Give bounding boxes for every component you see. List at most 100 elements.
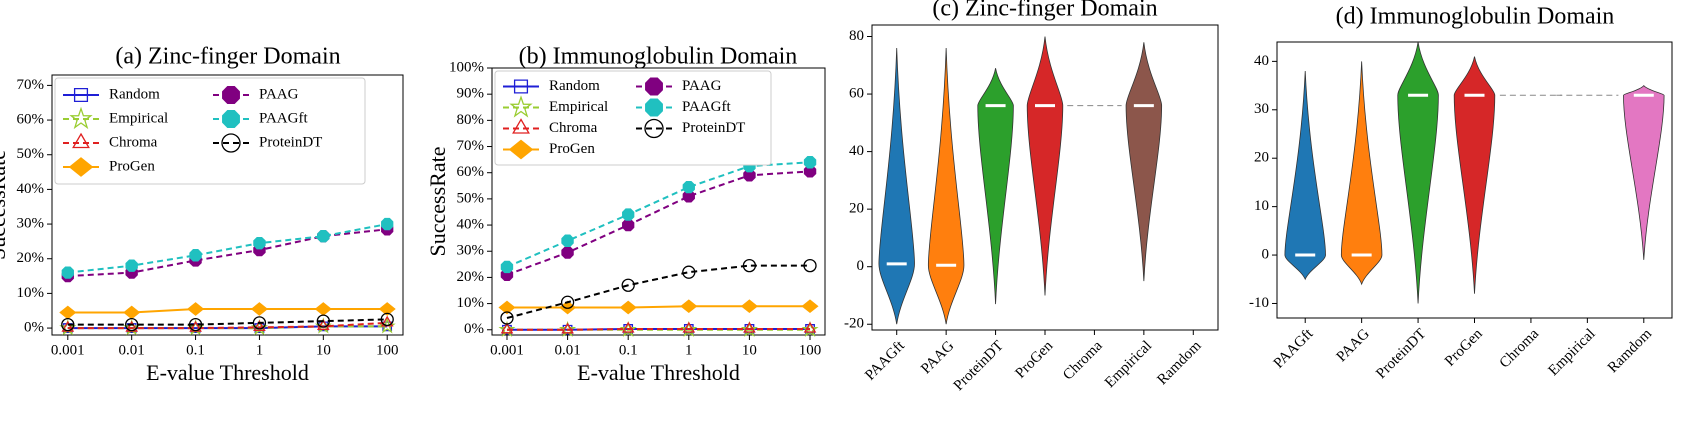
point xyxy=(561,246,574,259)
y-tick-label: 40 xyxy=(849,143,864,159)
legend-marker xyxy=(509,95,533,118)
legend-label: ProGen xyxy=(549,141,595,157)
y-tick-label: 20% xyxy=(17,250,45,266)
y-axis-label: SuccessRate xyxy=(425,147,450,257)
point xyxy=(622,208,635,221)
point xyxy=(743,169,756,182)
y-tick-label: 80% xyxy=(457,112,485,128)
legend-marker xyxy=(68,157,94,177)
series-line xyxy=(67,308,388,314)
legend-marker xyxy=(72,132,90,149)
x-tick-label: Ramdom xyxy=(1154,338,1204,388)
y-tick-label: 60% xyxy=(457,164,485,180)
y-tick-label: 70% xyxy=(17,77,45,93)
point xyxy=(500,322,514,334)
chart-title: (d) Immunoglobulin Domain xyxy=(1336,4,1615,30)
point xyxy=(682,180,695,194)
legend-label: PAAG xyxy=(259,86,299,102)
legend-label: ProGen xyxy=(109,158,155,174)
legend-label: Random xyxy=(549,78,600,94)
y-tick-label: 90% xyxy=(457,86,485,102)
y-tick-label: 40% xyxy=(457,216,485,232)
point xyxy=(803,165,817,178)
point xyxy=(561,234,574,247)
legend-label: Empirical xyxy=(549,99,608,115)
y-tick-label: 60 xyxy=(849,85,864,101)
y-tick-label: 50% xyxy=(457,190,485,206)
point xyxy=(560,295,575,309)
y-tick-label: 10% xyxy=(17,285,45,301)
legend-marker xyxy=(645,98,663,117)
y-tick-label: 20 xyxy=(1254,150,1269,166)
point xyxy=(559,300,577,315)
legend-box xyxy=(494,70,772,166)
y-tick-label: 0% xyxy=(464,321,484,337)
point xyxy=(742,258,757,273)
y-tick-label: 30 xyxy=(1254,101,1269,117)
point xyxy=(317,230,330,243)
point xyxy=(621,278,635,292)
legend-marker xyxy=(508,139,534,160)
x-tick-label: PAAGft xyxy=(862,337,908,383)
point xyxy=(61,266,74,279)
point xyxy=(253,236,266,250)
x-tick-label: 10 xyxy=(742,342,757,358)
legend-marker xyxy=(69,106,93,130)
legend-label: PAAGft xyxy=(682,99,731,115)
point xyxy=(619,300,637,315)
x-tick-label: PAAGft xyxy=(1271,325,1317,371)
violin xyxy=(1623,84,1665,260)
y-axis-label: SuccessRate xyxy=(0,150,10,260)
point xyxy=(187,302,205,316)
violin xyxy=(1026,36,1064,296)
series-line xyxy=(67,223,388,274)
legend-marker xyxy=(512,118,530,134)
point xyxy=(682,265,696,279)
x-tick-label: 0.001 xyxy=(490,342,524,358)
legend-label: ProteinDT xyxy=(259,134,322,150)
x-tick-label: 0.01 xyxy=(119,342,145,358)
y-tick-label: 80 xyxy=(849,28,864,44)
x-tick-label: Ramdom xyxy=(1605,326,1655,376)
point xyxy=(743,321,756,333)
point xyxy=(380,312,394,327)
y-tick-label: 70% xyxy=(457,138,485,154)
point xyxy=(740,299,758,314)
point xyxy=(803,321,817,333)
violin xyxy=(1284,71,1326,281)
point xyxy=(682,190,695,203)
y-tick-label: 50% xyxy=(17,146,45,162)
point xyxy=(500,260,514,274)
legend-marker xyxy=(222,110,240,128)
series-line xyxy=(506,170,811,276)
y-tick-label: 20% xyxy=(457,269,485,285)
x-tick-label: PAAG xyxy=(1334,326,1373,365)
series-line xyxy=(506,161,811,268)
y-tick-label: 0 xyxy=(857,258,865,274)
y-tick-label: 10 xyxy=(1254,198,1269,214)
point xyxy=(314,302,332,316)
point xyxy=(252,316,267,330)
point xyxy=(123,305,141,320)
x-tick-label: 0.001 xyxy=(51,342,85,358)
x-tick-label: ProteinDT xyxy=(1373,326,1429,382)
series-line xyxy=(506,305,811,309)
legend-label: PAAG xyxy=(682,78,722,94)
x-tick-label: 100 xyxy=(376,342,399,358)
y-tick-label: 40% xyxy=(17,181,45,197)
y-tick-label: -10 xyxy=(1249,295,1269,311)
point xyxy=(381,217,394,231)
point xyxy=(561,322,574,334)
legend-marker xyxy=(513,79,529,94)
violin xyxy=(1397,41,1439,304)
legend-box xyxy=(54,77,366,185)
x-tick-label: ProGen xyxy=(1442,326,1486,370)
chart-title: (b) Immunoglobulin Domain xyxy=(519,44,798,70)
y-tick-label: 60% xyxy=(17,112,45,128)
point xyxy=(500,311,514,325)
point xyxy=(621,321,635,333)
x-tick-label: ProteinDT xyxy=(951,338,1007,394)
x-tick-label: ProGen xyxy=(1013,338,1057,382)
legend-marker xyxy=(645,77,663,96)
